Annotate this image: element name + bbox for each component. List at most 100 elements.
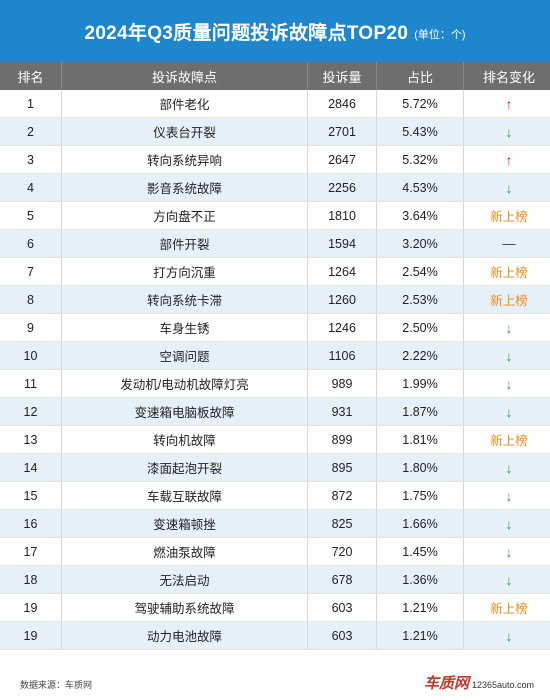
share-cell: 3.20% [376,229,464,258]
table-row: 3 转向系统异响 2647 5.32% ↑ [0,145,550,174]
rank-cell: 4 [0,173,62,202]
arrow-down-icon: ↓ [505,375,513,392]
share-cell: 1.81% [376,425,464,454]
brand-logo: 车质网 12365auto.com [424,672,534,693]
table-row: 15 车载互联故障 872 1.75% ↓ [0,481,550,510]
fault-point-cell: 空调问题 [61,341,308,370]
rank-cell: 19 [0,621,62,650]
share-cell: 2.54% [376,257,464,286]
share-cell: 1.66% [376,509,464,538]
table-row: 5 方向盘不正 1810 3.64% 新上榜 [0,201,550,230]
fault-point-cell: 转向系统异响 [61,145,308,174]
fault-point-cell: 车载互联故障 [61,481,308,510]
count-cell: 1264 [307,257,377,286]
share-cell: 1.99% [376,369,464,398]
count-cell: 2647 [307,145,377,174]
share-cell: 5.32% [376,145,464,174]
rank-cell: 18 [0,565,62,594]
fault-point-cell: 发动机/电动机故障灯亮 [61,369,308,398]
rank-cell: 19 [0,593,62,622]
fault-point-cell: 驾驶辅助系统故障 [61,593,308,622]
table-row: 12 变速箱电脑板故障 931 1.87% ↓ [0,397,550,426]
new-entry-badge: 新上榜 [490,210,528,224]
arrow-down-icon: ↓ [505,627,513,644]
table-row: 16 变速箱顿挫 825 1.66% ↓ [0,509,550,538]
fault-point-cell: 影音系统故障 [61,173,308,202]
rank-cell: 9 [0,313,62,342]
count-cell: 720 [307,537,377,566]
rank-change-cell: ↓ [463,397,550,426]
share-cell: 2.53% [376,285,464,314]
col-header-rank-change: 排名变化 [463,62,550,90]
table-row: 14 漆面起泡开裂 895 1.80% ↓ [0,453,550,482]
share-cell: 3.64% [376,201,464,230]
arrow-down-icon: ↓ [505,487,513,504]
new-entry-badge: 新上榜 [490,294,528,308]
rank-change-cell: — [463,229,550,258]
arrow-down-icon: ↓ [505,179,513,196]
count-cell: 1594 [307,229,377,258]
share-cell: 1.80% [376,453,464,482]
count-cell: 931 [307,397,377,426]
count-cell: 603 [307,621,377,650]
share-cell: 2.22% [376,341,464,370]
rank-change-cell: ↓ [463,481,550,510]
arrow-down-icon: ↓ [505,123,513,140]
fault-point-cell: 部件老化 [61,90,308,118]
new-entry-badge: 新上榜 [490,434,528,448]
rank-change-cell: 新上榜 [463,425,550,454]
rank-change-cell: ↓ [463,341,550,370]
table-row: 13 转向机故障 899 1.81% 新上榜 [0,425,550,454]
rank-change-cell: 新上榜 [463,201,550,230]
table-body: 1 部件老化 2846 5.72% ↑ 2 仪表台开裂 2701 5.43% ↓ 3 转向系统异响 26… [0,90,550,650]
table-row: 4 影音系统故障 2256 4.53% ↓ [0,173,550,202]
rank-cell: 15 [0,481,62,510]
arrow-down-icon: ↓ [505,571,513,588]
col-header-share: 占比 [376,62,464,90]
rank-cell: 16 [0,509,62,538]
fault-point-cell: 漆面起泡开裂 [61,453,308,482]
rank-cell: 6 [0,229,62,258]
share-cell: 2.50% [376,313,464,342]
table-row: 11 发动机/电动机故障灯亮 989 1.99% ↓ [0,369,550,398]
count-cell: 603 [307,593,377,622]
rank-cell: 12 [0,397,62,426]
rank-change-cell: ↓ [463,621,550,650]
arrow-down-icon: ↓ [505,403,513,420]
count-cell: 1246 [307,313,377,342]
fault-point-cell: 部件开裂 [61,229,308,258]
share-cell: 1.45% [376,537,464,566]
rank-cell: 10 [0,341,62,370]
count-cell: 678 [307,565,377,594]
new-entry-badge: 新上榜 [490,266,528,280]
share-cell: 1.21% [376,621,464,650]
rank-change-cell: ↑ [463,145,550,174]
count-cell: 899 [307,425,377,454]
table-row: 17 燃油泵故障 720 1.45% ↓ [0,537,550,566]
count-cell: 895 [307,453,377,482]
share-cell: 4.53% [376,173,464,202]
arrow-up-icon: ↑ [505,95,513,112]
col-header-fault-point: 投诉故障点 [61,62,308,90]
fault-point-cell: 燃油泵故障 [61,537,308,566]
share-cell: 1.21% [376,593,464,622]
table-row: 2 仪表台开裂 2701 5.43% ↓ [0,117,550,146]
fault-point-cell: 转向机故障 [61,425,308,454]
fault-point-cell: 变速箱电脑板故障 [61,397,308,426]
fault-point-cell: 打方向沉重 [61,257,308,286]
arrow-down-icon: ↓ [505,543,513,560]
count-cell: 1106 [307,341,377,370]
table-row: 8 转向系统卡滞 1260 2.53% 新上榜 [0,285,550,314]
fault-point-cell: 仪表台开裂 [61,117,308,146]
brand-site: 12365auto.com [471,680,534,690]
arrow-down-icon: ↓ [505,459,513,476]
count-cell: 2256 [307,173,377,202]
fault-point-cell: 动力电池故障 [61,621,308,650]
rank-cell: 14 [0,453,62,482]
rank-cell: 7 [0,257,62,286]
count-cell: 2846 [307,90,377,118]
share-cell: 5.43% [376,117,464,146]
rank-change-cell: ↑ [463,90,550,118]
rank-cell: 1 [0,90,62,118]
share-cell: 1.36% [376,565,464,594]
